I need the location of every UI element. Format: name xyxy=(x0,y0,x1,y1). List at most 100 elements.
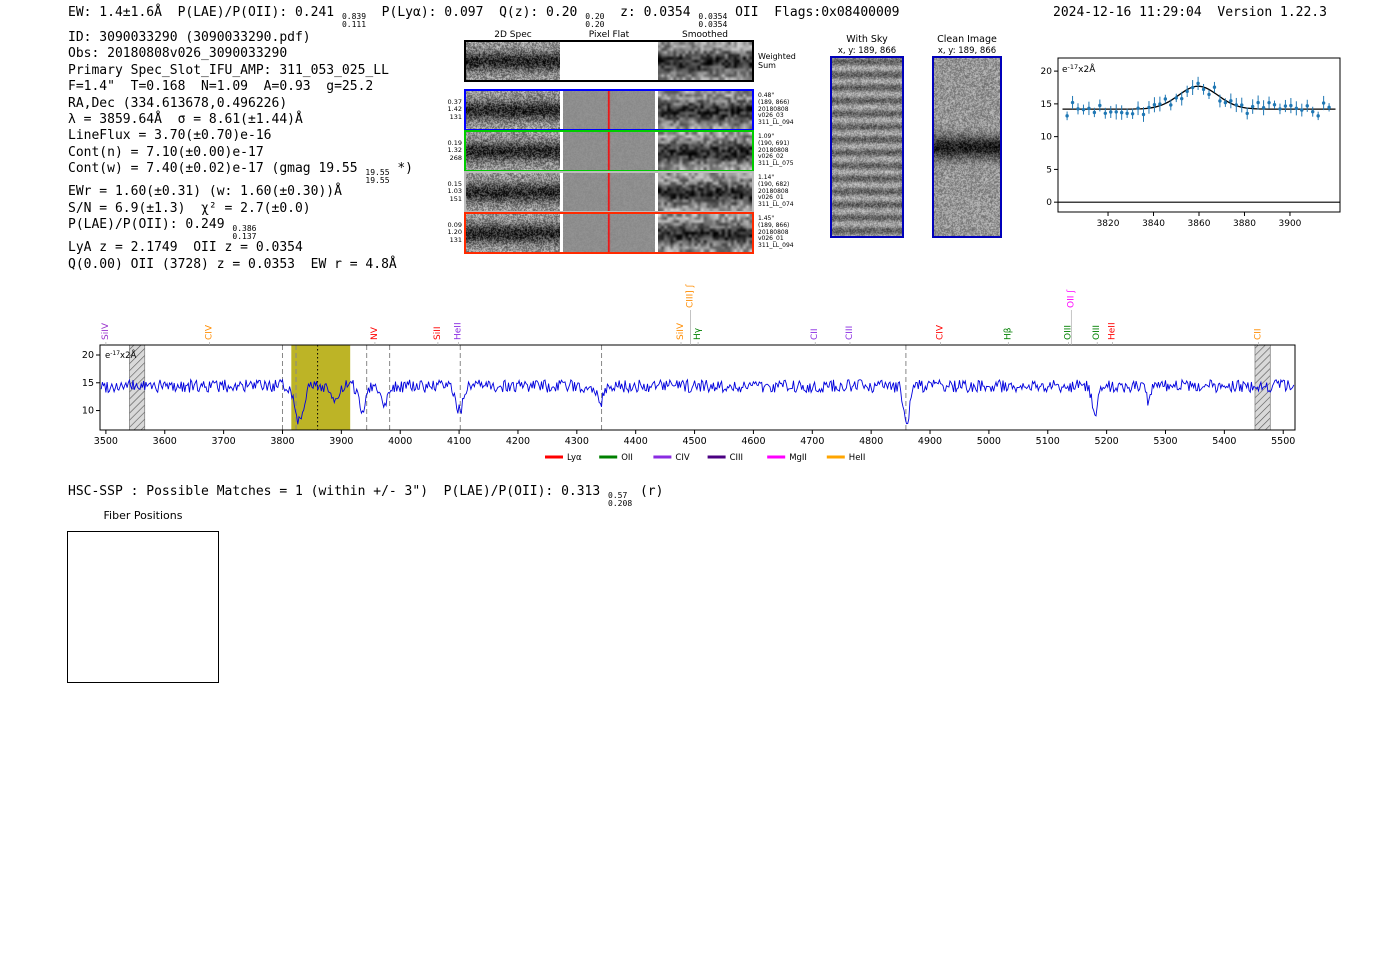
spec2d-left-value: 151 xyxy=(449,194,462,203)
info-text: ID: 3090033290 (3090033290.pdf) xyxy=(68,30,311,45)
info-line: ID: 3090033290 (3090033290.pdf) xyxy=(68,30,413,46)
spectrum-data-point xyxy=(1207,92,1211,97)
spectrum-line xyxy=(100,378,1295,425)
spectrum-data-point xyxy=(1229,99,1233,103)
pixel-flat-image xyxy=(563,132,655,170)
emission-line-label: CIV xyxy=(204,324,214,340)
info-range: 19.55 19.55 xyxy=(365,168,390,185)
inset-ytick: 15 xyxy=(1041,100,1052,110)
spectrum-xtick: 3600 xyxy=(153,436,177,447)
flux-units-annotation: e-17x2Å xyxy=(1062,63,1096,75)
spec2d-right-value: 311_LL_094 xyxy=(758,242,794,250)
legend-label: OII xyxy=(621,453,633,463)
emission-line-label: Hβ xyxy=(1003,327,1013,340)
spec2d-col-title: 2D Spec xyxy=(494,30,532,40)
with-sky-image xyxy=(832,58,902,236)
inset-ytick: 5 xyxy=(1046,165,1052,175)
spectrum-data-point xyxy=(1261,106,1266,110)
spec2d-right-value: 1.09" xyxy=(758,132,775,140)
spectrum-xtick: 3900 xyxy=(329,436,353,447)
emission-line-label: OIII xyxy=(1063,325,1073,340)
emission-line-label: NV xyxy=(370,326,380,340)
info-text: EWr = 1.60(±0.31) (w: 1.60(±0.30))Å xyxy=(68,184,342,200)
spec2d-right-value: 0.48" xyxy=(758,91,775,99)
inset-xtick: 3820 xyxy=(1097,219,1120,229)
inset-xtick: 3840 xyxy=(1142,219,1165,229)
spectrum-ytick: 15 xyxy=(82,378,94,389)
spectrum-data-point xyxy=(1283,104,1288,108)
info-text: *) xyxy=(389,161,413,177)
spectrum-data-point xyxy=(1272,103,1277,107)
spec2d-left-value: 0.19 xyxy=(447,138,462,147)
spectrum-data-point xyxy=(1076,107,1080,111)
flux-units-annotation: e-17x2Å xyxy=(105,349,136,361)
info-line: LineFlux = 3.70(±0.70)e-16 xyxy=(68,128,413,144)
spec2d-left-value: 1.03 xyxy=(447,187,462,196)
spectrum-data-point xyxy=(1119,110,1124,115)
spectrum-data-point xyxy=(1141,112,1146,117)
info-line: Primary Spec_Slot_IFU_AMP: 311_053_025_L… xyxy=(68,63,413,79)
inset-ytick: 0 xyxy=(1046,198,1052,208)
legend-label: CIV xyxy=(675,453,689,463)
emission-line-label: OII ʃ xyxy=(1066,289,1076,308)
spectrum-data-point xyxy=(1196,81,1200,86)
info-line: Q(0.00) OII (3728) z = 0.0353 EW r = 4.8… xyxy=(68,257,413,273)
pixel-flat-image xyxy=(563,214,655,252)
spec2d-cutout-panel: 2D Spec Pixel Flat Smoothed Weighted Sum 0.37… xyxy=(440,28,796,268)
thumb-image-fiber xyxy=(67,531,219,683)
spec2d-right-value: 1.14" xyxy=(758,173,775,181)
info-line: Cont(w) = 7.40(±0.02)e-17 (gmag 19.55 19… xyxy=(68,161,413,184)
detection-summary-text: z: 0.0354 xyxy=(604,5,699,20)
spectrum-data-point xyxy=(1158,102,1162,106)
spec2d-right-value: 311_LL_075 xyxy=(758,160,794,168)
spectrum-ytick: 20 xyxy=(82,350,94,361)
spectrum-data-point xyxy=(1125,111,1129,116)
spectrum-xtick: 5400 xyxy=(1212,436,1236,447)
sky-panel-title: With Sky xyxy=(846,34,888,45)
spec2d-right-value: Sum xyxy=(758,61,776,70)
spectrum-data-point xyxy=(1169,103,1173,107)
detection-summary-range: 0.839 0.111 xyxy=(341,12,367,29)
inset-xtick: 3880 xyxy=(1233,219,1256,229)
legend-label: CIII xyxy=(730,453,743,463)
spec2d-row-left-labels: 0.15 1.03 151 xyxy=(440,173,462,211)
spec2d-left-value: 1.32 xyxy=(447,146,462,155)
spectrum-data-point xyxy=(1234,103,1238,107)
spectrum-xtick: 3700 xyxy=(212,436,236,447)
sky-panel-coords: x, y: 189, 866 xyxy=(837,46,897,56)
emission-line-label: CIII] ʃ xyxy=(685,283,695,308)
spectrum-frame xyxy=(99,344,1296,431)
spec2d-right-value: 20180808 xyxy=(758,187,789,195)
spec2d-left-value: 0.15 xyxy=(447,179,462,188)
spec2d-right-value: v026_01 xyxy=(758,194,784,202)
emission-line-label: SiIV xyxy=(101,322,111,340)
info-line: F=1.4" T=0.168 N=1.09 A=0.93 g=25.2 xyxy=(68,79,413,95)
spec2d-row-right-labels: 1.45" (189, 866) 20180808 v026_01 311_LL_094 xyxy=(758,214,820,252)
emission-line-label: CIII xyxy=(845,326,855,340)
hsc-header-range: 0.57 0.208 xyxy=(608,491,633,508)
spectrum-data-point xyxy=(1327,105,1331,110)
info-text: LineFlux = 3.70(±0.70)e-16 xyxy=(68,128,272,144)
spectrum-data-point xyxy=(1147,105,1151,110)
spec2d-row-right-labels: 1.09" (190, 691) 20180808 v026_02 311_LL_075 xyxy=(758,132,820,170)
sky-panel-title: Clean Image xyxy=(937,34,997,45)
spectrum-data-point xyxy=(1070,100,1075,105)
spec2d-row-right-labels: Weighted Sum xyxy=(758,42,820,80)
spectrum-xtick: 3500 xyxy=(94,436,118,447)
info-range: 0.386 0.137 xyxy=(232,224,257,241)
spectrum-data-point xyxy=(1201,87,1206,92)
spectrum-data-point xyxy=(1245,111,1249,116)
spec2d-row-left-labels: 0.37 1.42 131 xyxy=(440,91,462,129)
inset-xtick: 3900 xyxy=(1279,219,1302,229)
info-text: Q(0.00) OII (3728) z = 0.0353 EW r = 4.8… xyxy=(68,256,397,272)
emission-line-label: HeII xyxy=(1108,322,1118,340)
spec2d-left-value: 131 xyxy=(449,235,462,244)
smoothed-image xyxy=(658,173,752,211)
spectrum-data-point xyxy=(1316,114,1320,118)
spec2d-right-value: (189, 866) xyxy=(758,221,790,229)
spectrum-data-point xyxy=(1185,89,1189,94)
spectrum-data-point xyxy=(1212,85,1217,89)
spec2d-left-value: 268 xyxy=(449,153,462,162)
spectrum-data-point xyxy=(1109,110,1113,114)
spectrum-xtick: 4600 xyxy=(741,436,765,447)
